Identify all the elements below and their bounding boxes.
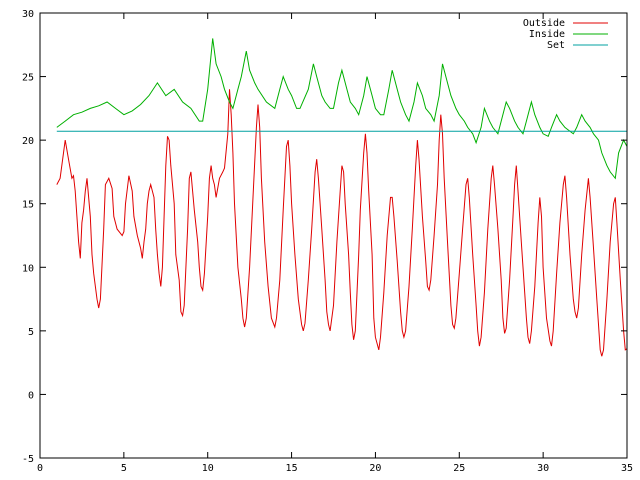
y-tick-label: 15	[22, 200, 34, 211]
plot-frame	[39, 12, 628, 459]
y-tick-label: 5	[28, 327, 34, 338]
legend-label-outside: Outside	[523, 18, 565, 29]
x-tick-label: 20	[369, 463, 381, 474]
y-tick-label: 10	[22, 263, 34, 274]
x-tick-label: 5	[121, 463, 127, 474]
legend-label-set: Set	[547, 40, 565, 51]
x-tick-label: 10	[202, 463, 214, 474]
y-tick-label: 30	[22, 9, 34, 20]
y-tick-label: -5	[22, 454, 34, 465]
series-line-outside	[56, 89, 628, 357]
series-line-inside	[56, 38, 628, 180]
x-tick-label: 30	[537, 463, 549, 474]
plot-area	[56, 38, 628, 357]
x-tick-label: 0	[37, 463, 43, 474]
x-tick-label: 35	[621, 463, 633, 474]
y-tick-label: 0	[28, 390, 34, 401]
x-tick-label: 15	[286, 463, 298, 474]
legend-label-inside: Inside	[529, 29, 565, 40]
y-tick-label: 25	[22, 73, 34, 84]
x-tick-label: 25	[453, 463, 465, 474]
y-tick-label: 20	[22, 136, 34, 147]
